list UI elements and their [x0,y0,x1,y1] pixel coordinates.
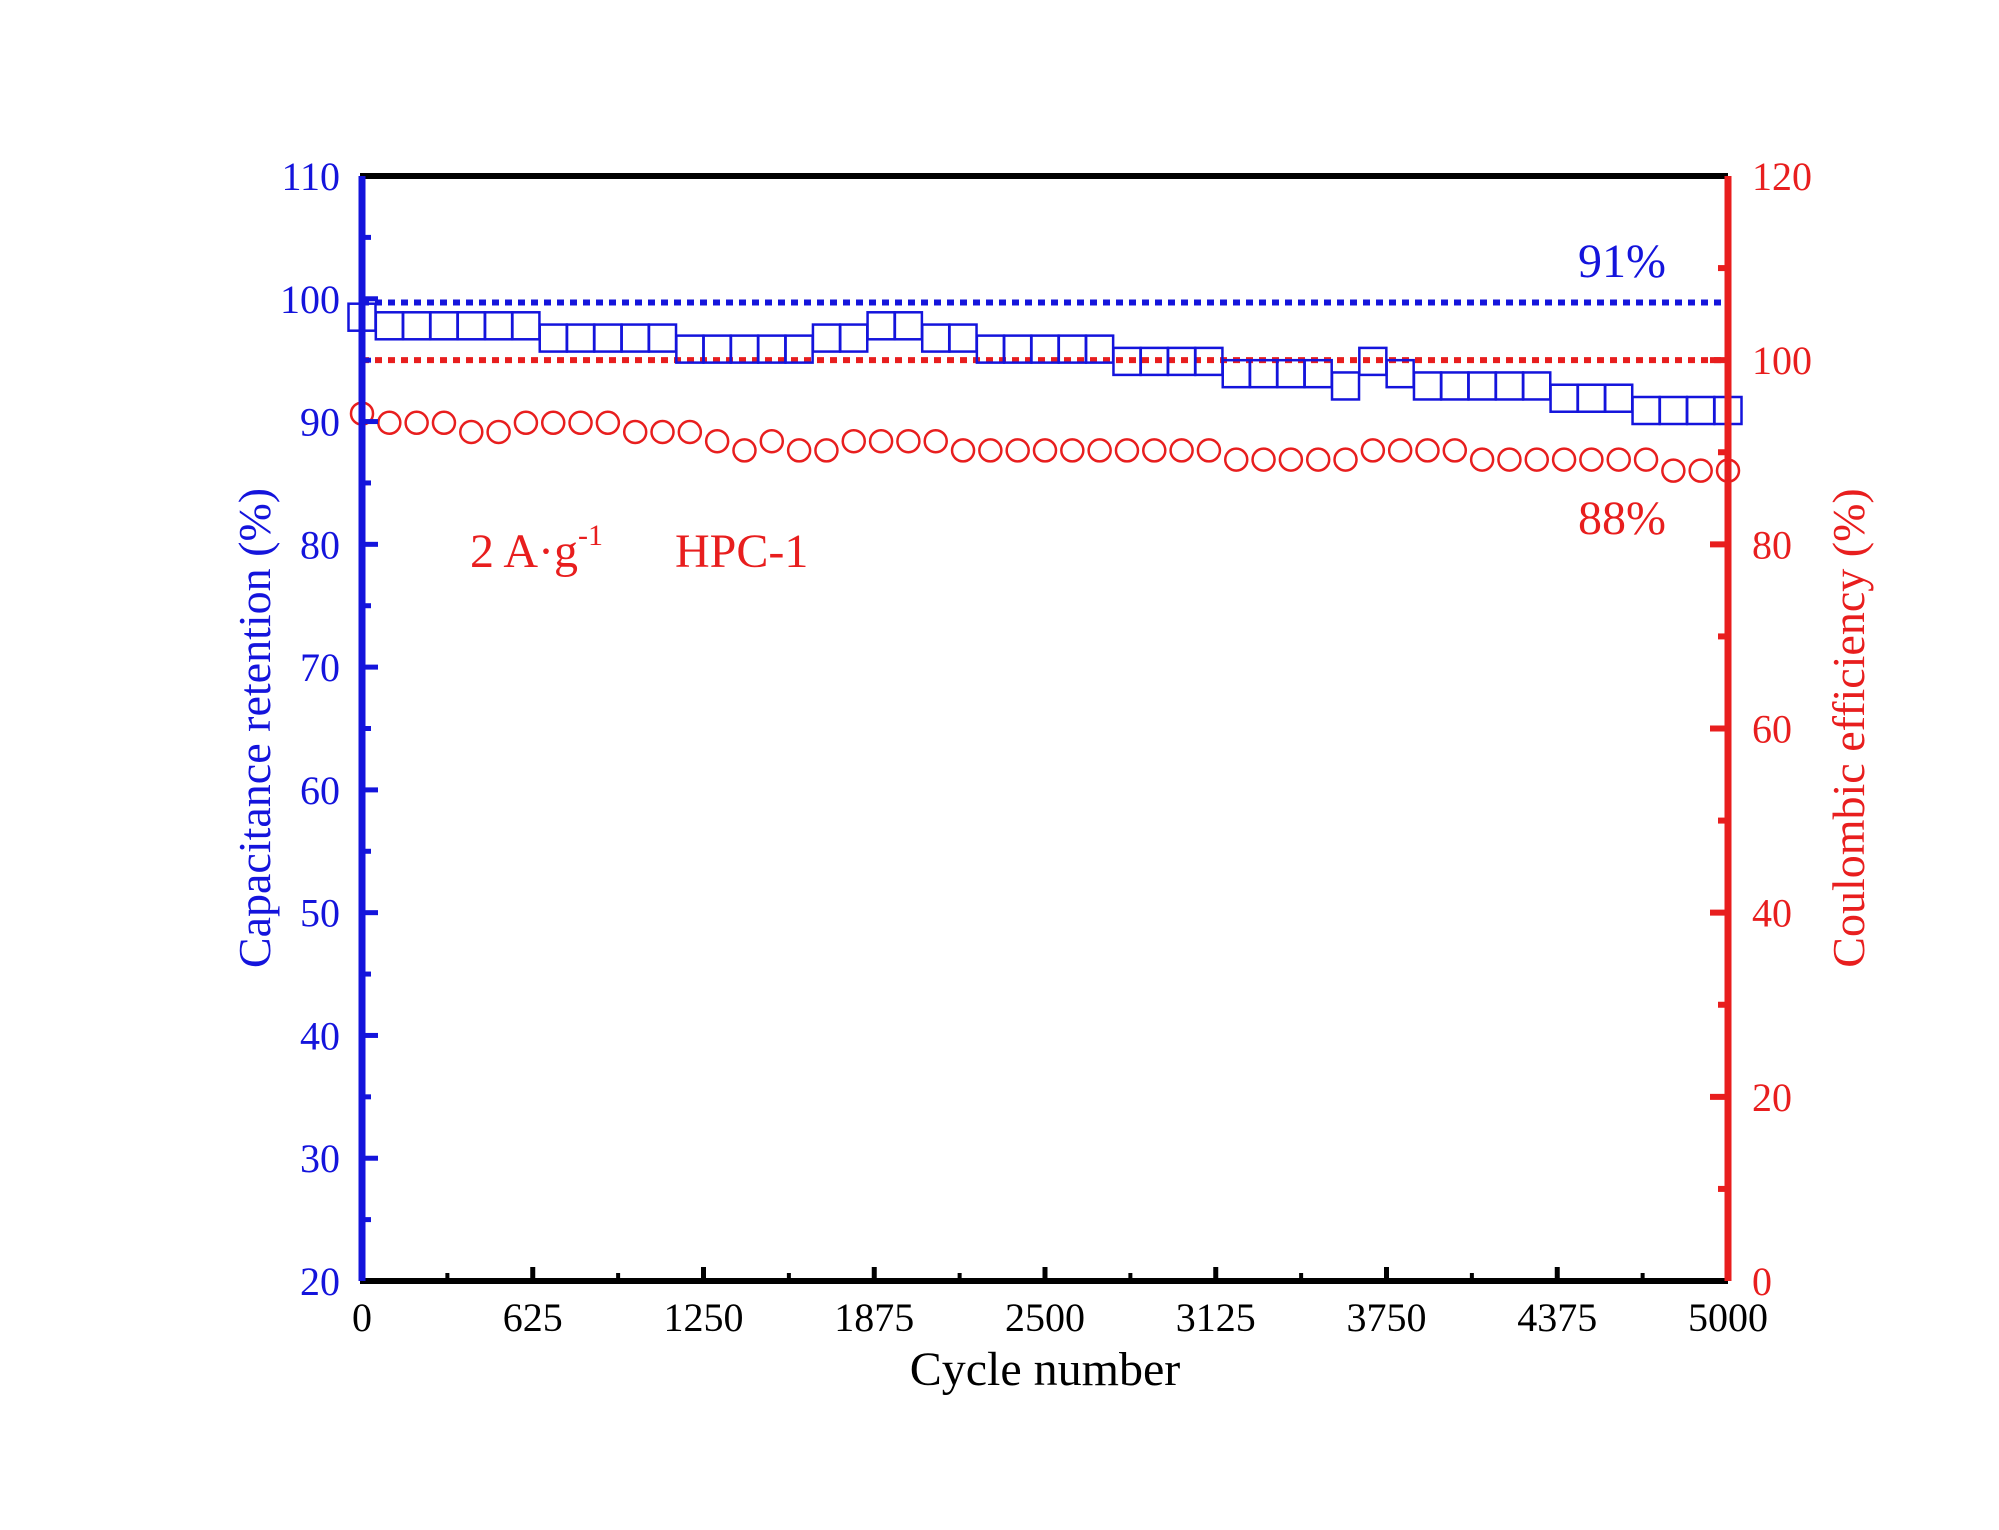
x-axis-title: Cycle number [910,1343,1181,1396]
efficiency-point [1305,447,1331,472]
efficiency-point [868,428,894,454]
efficiency-point [568,410,593,436]
x-tick-label: 1875 [834,1295,914,1340]
efficiency-point [1497,447,1522,472]
efficiency-point [1415,438,1440,463]
efficiency-point [540,410,566,436]
y-left-tick-label: 70 [300,645,340,690]
x-tick-label: 5000 [1688,1295,1768,1340]
efficiency-point [1661,458,1686,483]
retention-point [1330,371,1361,401]
x-tick-label: 4375 [1517,1295,1597,1340]
efficiency-point [732,438,757,463]
retention-label: 91% [1578,235,1666,288]
condition-label: 2 A·g-1 [470,519,603,578]
efficiency-point [377,410,402,436]
condition-superscript: -1 [578,519,603,552]
y-left-axis-title: Capacitance retention (%) [229,488,280,968]
efficiency-point [1579,447,1604,472]
ticks-layer: 0 625 1250 1875 2500 3125 3750 4375 5000 20 30 40 50… [280,154,1812,1340]
efficiency-point [704,428,730,454]
efficiency-point [431,410,457,436]
y-left-tick-label: 100 [280,277,340,322]
efficiency-point [486,419,511,445]
efficiency-point [595,410,621,436]
x-tick-label: 0 [352,1295,372,1340]
efficiency-point [1087,438,1112,463]
efficiency-point [896,428,921,454]
efficiency-label: 88% [1578,492,1666,545]
efficiency-point [841,428,867,454]
reference-lines [362,299,1728,364]
y-left-tick-label: 30 [300,1136,340,1181]
efficiency-point [814,438,839,463]
y-right-tick-label: 80 [1752,522,1792,567]
x-tick-label: 1250 [664,1295,744,1340]
efficiency-point [1360,438,1386,463]
efficiency-point [1169,438,1194,463]
y-right-tick-label: 100 [1752,338,1812,383]
y-right-tick-label: 60 [1752,707,1792,752]
efficiency-point [1333,447,1358,472]
x-tick-label: 625 [503,1295,563,1340]
efficiency-point [923,428,948,454]
efficiency-point [1005,438,1030,463]
efficiency-point [1688,458,1713,483]
efficiency-point [1060,438,1085,463]
y-left-tick-label: 50 [300,891,340,936]
efficiency-point [1142,438,1167,463]
efficiency-point [1251,447,1276,472]
efficiency-point [1551,447,1577,472]
efficiency-point [459,419,484,445]
y-right-tick-label: 20 [1752,1075,1792,1120]
efficiency-point [622,419,648,445]
efficiency-point [650,419,675,445]
y-right-axis-title: Coulombic efficiency (%) [1823,488,1874,967]
x-tick-label: 3750 [1347,1295,1427,1340]
y-left-tick-label: 20 [300,1259,340,1304]
efficiency-point [1606,447,1631,472]
y-right-tick-label: 40 [1752,891,1792,936]
x-tick-label: 2500 [1005,1295,1085,1340]
efficiency-point [950,438,976,463]
efficiency-point [677,419,703,445]
efficiency-point [1469,447,1495,472]
x-tick-label: 3125 [1176,1295,1256,1340]
condition-text: 2 A·g [470,525,578,578]
y-left-tick-label: 80 [300,522,340,567]
efficiency-point [759,428,785,454]
efficiency-point [513,410,539,436]
y-right-tick-label: 120 [1752,154,1812,199]
efficiency-point [1223,447,1249,472]
y-left-tick-label: 60 [300,768,340,813]
efficiency-point [1278,447,1304,472]
efficiency-point [404,410,429,436]
series-layer [347,302,1743,483]
y-right-tick-label: 0 [1752,1259,1772,1304]
efficiency-point [1196,438,1222,463]
y-left-tick-label: 40 [300,1013,340,1058]
sample-label: HPC-1 [675,525,808,578]
efficiency-point [786,438,812,463]
y-left-tick-label: 110 [281,154,340,199]
efficiency-point [1387,438,1413,463]
efficiency-point [978,438,1003,463]
efficiency-point [1032,438,1058,463]
efficiency-point [1114,438,1140,463]
y-left-tick-label: 90 [300,400,340,445]
efficiency-point [1633,447,1659,472]
efficiency-point [1524,447,1550,472]
efficiency-point [1442,438,1468,463]
